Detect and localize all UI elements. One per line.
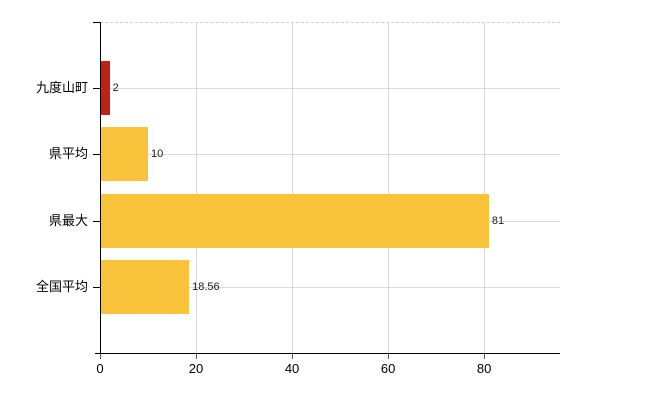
x-axis-tick [196,354,198,359]
x-axis-tick [292,354,294,359]
y-axis-tick [93,286,100,288]
gridline-vertical [388,23,390,353]
x-tick-label: 40 [284,361,300,376]
x-tick-label: 0 [96,361,104,376]
category-label: 県最大 [48,212,88,228]
plot-top-border [100,22,560,23]
x-axis-line [95,353,560,354]
gridline-vertical [484,23,486,353]
gridline-vertical [196,23,198,353]
gridline-horizontal [100,88,560,90]
plot-area: 九度山町 2 県平均 10 県最大 81 全国平均 18.56 [36,22,560,376]
gridline-horizontal [100,154,560,156]
x-axis-tick [388,354,390,359]
x-tick-label: 80 [476,361,492,376]
y-axis-line [100,22,101,353]
bar-pref-max [100,193,489,248]
bar-value-label: 10 [151,148,164,161]
bar-pref-average [100,127,149,182]
x-axis-tick [100,354,101,359]
x-axis-tick [484,354,486,359]
bar-national-average [100,259,190,314]
y-axis-tick [93,88,100,90]
bar-value-label: 2 [112,82,119,95]
y-axis-tick [93,154,100,156]
x-tick-label: 60 [380,361,396,376]
y-axis-end-tick [93,22,100,23]
bar-value-label: 81 [491,214,505,227]
category-label: 全国平均 [35,278,88,294]
category-label: 県平均 [48,146,88,162]
y-axis-tick [93,220,100,222]
x-tick-label: 20 [188,361,204,376]
category-label: 九度山町 [35,80,88,96]
gridline-horizontal [100,286,560,288]
gridline-vertical [292,23,294,353]
bar-value-label: 18.56 [192,280,220,293]
bar-kudoyama [100,61,110,116]
